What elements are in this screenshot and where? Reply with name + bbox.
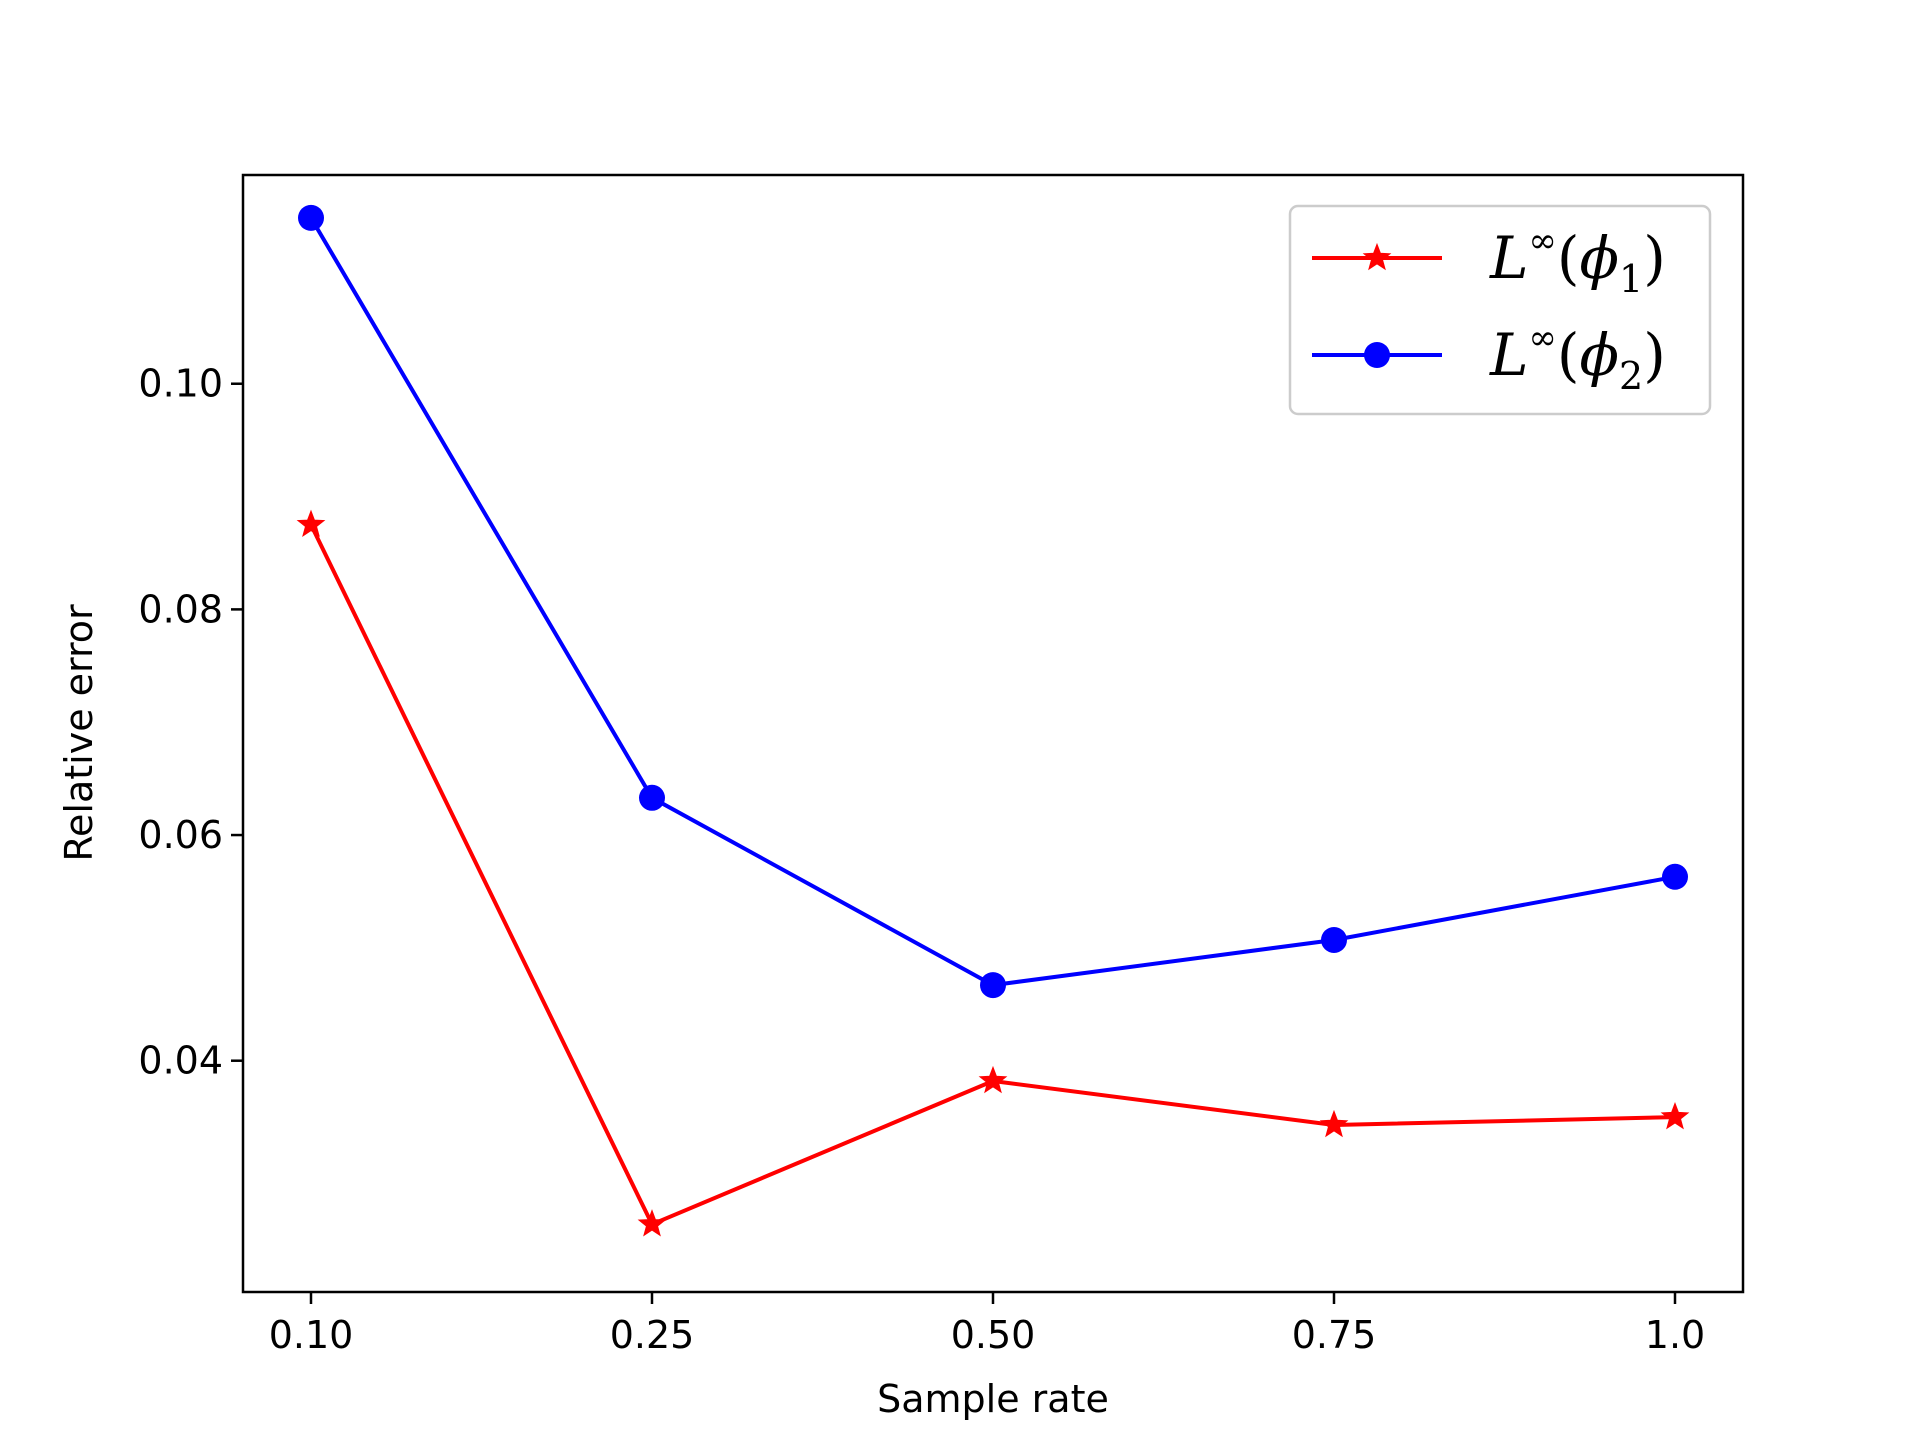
series-2-point — [980, 972, 1006, 999]
y-tick-label: 0.04 — [138, 1039, 223, 1083]
legend-marker-point — [1364, 342, 1390, 368]
x-tick-label: 0.75 — [1292, 1313, 1377, 1357]
x-tick-label: 0.25 — [610, 1313, 695, 1357]
series-1-point — [1319, 1109, 1349, 1138]
legend-marker-point — [1362, 242, 1392, 271]
series-2-point — [298, 204, 324, 231]
y-axis-label: Relative error — [57, 604, 101, 862]
series-1-point — [1660, 1101, 1690, 1130]
series-2-point — [1321, 926, 1347, 953]
series-2-point — [1662, 863, 1688, 890]
series-2-point — [639, 784, 665, 811]
series-1-point — [978, 1065, 1008, 1094]
x-tick-label: 1.0 — [1645, 1313, 1705, 1357]
series-1-point — [637, 1209, 667, 1237]
y-tick-label: 0.08 — [138, 587, 223, 631]
x-axis-label: Sample rate — [877, 1377, 1109, 1421]
legend-label-series-2: L∞(ϕ2) — [1489, 318, 1666, 398]
legend: L∞(ϕ1) L∞(ϕ2) — [1288, 204, 1712, 416]
legend-marker-series-1 — [1362, 242, 1392, 271]
series-1-point — [296, 509, 326, 537]
legend-marker-series-2 — [1364, 342, 1390, 368]
x-axis-ticks: 0.10 0.25 0.50 0.75 1.0 — [269, 1292, 1705, 1357]
x-tick-label: 0.10 — [269, 1313, 354, 1357]
series-layer — [296, 204, 1690, 1237]
y-axis-ticks: 0.04 0.06 0.08 0.10 — [138, 362, 243, 1083]
y-tick-label: 0.06 — [138, 813, 223, 857]
x-tick-label: 0.50 — [951, 1313, 1036, 1357]
y-tick-label: 0.10 — [138, 362, 223, 406]
legend-label-series-1: L∞(ϕ1) — [1489, 221, 1666, 301]
